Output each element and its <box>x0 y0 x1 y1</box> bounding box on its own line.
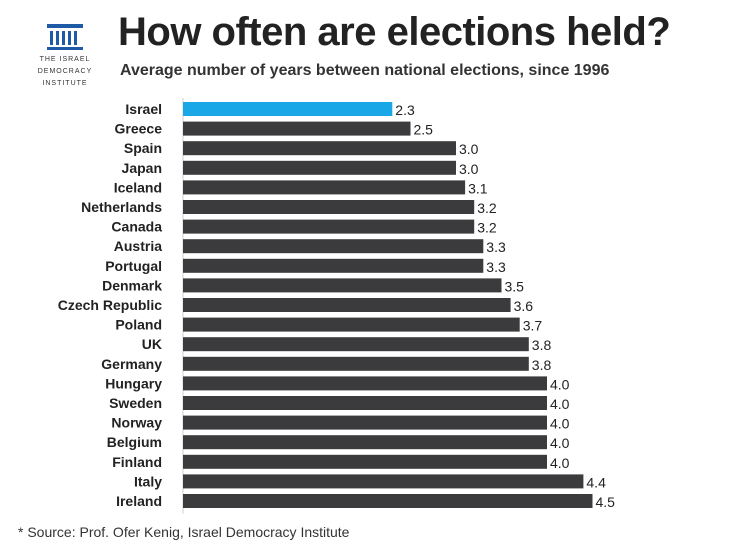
category-label: Poland <box>115 317 162 333</box>
bar-austria <box>183 239 484 254</box>
chart-title: How often are elections held? <box>118 10 671 54</box>
category-label: Belgium <box>107 434 162 450</box>
value-label: 4.0 <box>550 435 570 451</box>
logo-line-3: INSTITUTE <box>42 80 88 87</box>
bar-sweden <box>183 396 547 410</box>
logo-line-2: DEMOCRACY <box>37 68 93 75</box>
category-label: Germany <box>101 356 162 372</box>
value-label: 3.8 <box>532 337 552 353</box>
value-label: 3.3 <box>486 239 506 255</box>
category-label: Netherlands <box>81 199 162 215</box>
value-label: 3.1 <box>468 180 488 196</box>
value-label: 3.5 <box>505 278 525 294</box>
bar-hungary <box>183 376 547 391</box>
value-label: 4.0 <box>550 376 570 392</box>
bar-chart: Israel 2.3 Greece 2.5 Spain 3.0 Japan 3.0 Icelan… <box>58 98 616 514</box>
logo: THE ISRAEL DEMOCRACY INSTITUTE <box>30 22 100 88</box>
value-label: 4.0 <box>550 455 570 471</box>
bar-israel <box>183 102 393 116</box>
bar-portugal <box>183 258 484 273</box>
bar-poland <box>183 317 520 332</box>
value-label: 4.4 <box>586 474 606 490</box>
category-label: Norway <box>111 415 162 431</box>
bar-finland <box>183 454 547 469</box>
building-columns-icon <box>47 24 83 50</box>
value-label: 3.2 <box>477 200 497 216</box>
value-label: 3.8 <box>532 357 552 373</box>
category-label: Ireland <box>116 493 162 509</box>
bar-italy <box>183 474 584 489</box>
bar-uk <box>183 337 529 352</box>
value-label: 3.7 <box>523 318 543 334</box>
category-label: Austria <box>114 238 162 254</box>
logo-line-1: THE ISRAEL <box>39 56 91 63</box>
bar-iceland <box>183 180 466 195</box>
category-label: Sweden <box>109 395 162 411</box>
category-label: Italy <box>134 473 162 489</box>
category-label: Finland <box>112 454 162 470</box>
value-label: 3.6 <box>514 298 534 314</box>
category-label: Israel <box>125 101 162 117</box>
value-label: 3.2 <box>477 220 497 236</box>
bar-canada <box>183 219 475 234</box>
bar-ireland <box>183 494 593 508</box>
category-label: Denmark <box>102 277 162 293</box>
value-label: 4.0 <box>550 396 570 412</box>
chart-subtitle: Average number of years between national… <box>120 62 610 79</box>
category-label: Spain <box>124 140 162 156</box>
category-label: Hungary <box>105 375 162 391</box>
value-label: 4.0 <box>550 416 570 432</box>
bar-denmark <box>183 278 502 293</box>
bar-netherlands <box>183 200 475 214</box>
category-label: UK <box>142 336 162 352</box>
category-label: Iceland <box>114 179 162 195</box>
bar-belgium <box>183 435 547 450</box>
category-label: Portugal <box>105 258 162 274</box>
category-label: Canada <box>111 219 162 235</box>
source-note: * Source: Prof. Ofer Kenig, Israel Democ… <box>18 524 350 540</box>
bar-czech-republic <box>183 298 511 312</box>
value-label: 2.5 <box>414 122 434 138</box>
bar-germany <box>183 356 529 371</box>
category-label: Czech Republic <box>58 297 162 313</box>
value-label: 2.3 <box>395 102 415 118</box>
value-label: 3.3 <box>486 259 506 275</box>
bar-norway <box>183 415 547 430</box>
category-label: Greece <box>115 121 163 137</box>
bar-greece <box>183 121 411 136</box>
value-label: 4.5 <box>596 494 616 510</box>
category-label: Japan <box>122 160 162 176</box>
value-label: 3.0 <box>459 141 479 157</box>
bar-spain <box>183 141 456 156</box>
bar-japan <box>183 160 456 175</box>
value-label: 3.0 <box>459 161 479 177</box>
